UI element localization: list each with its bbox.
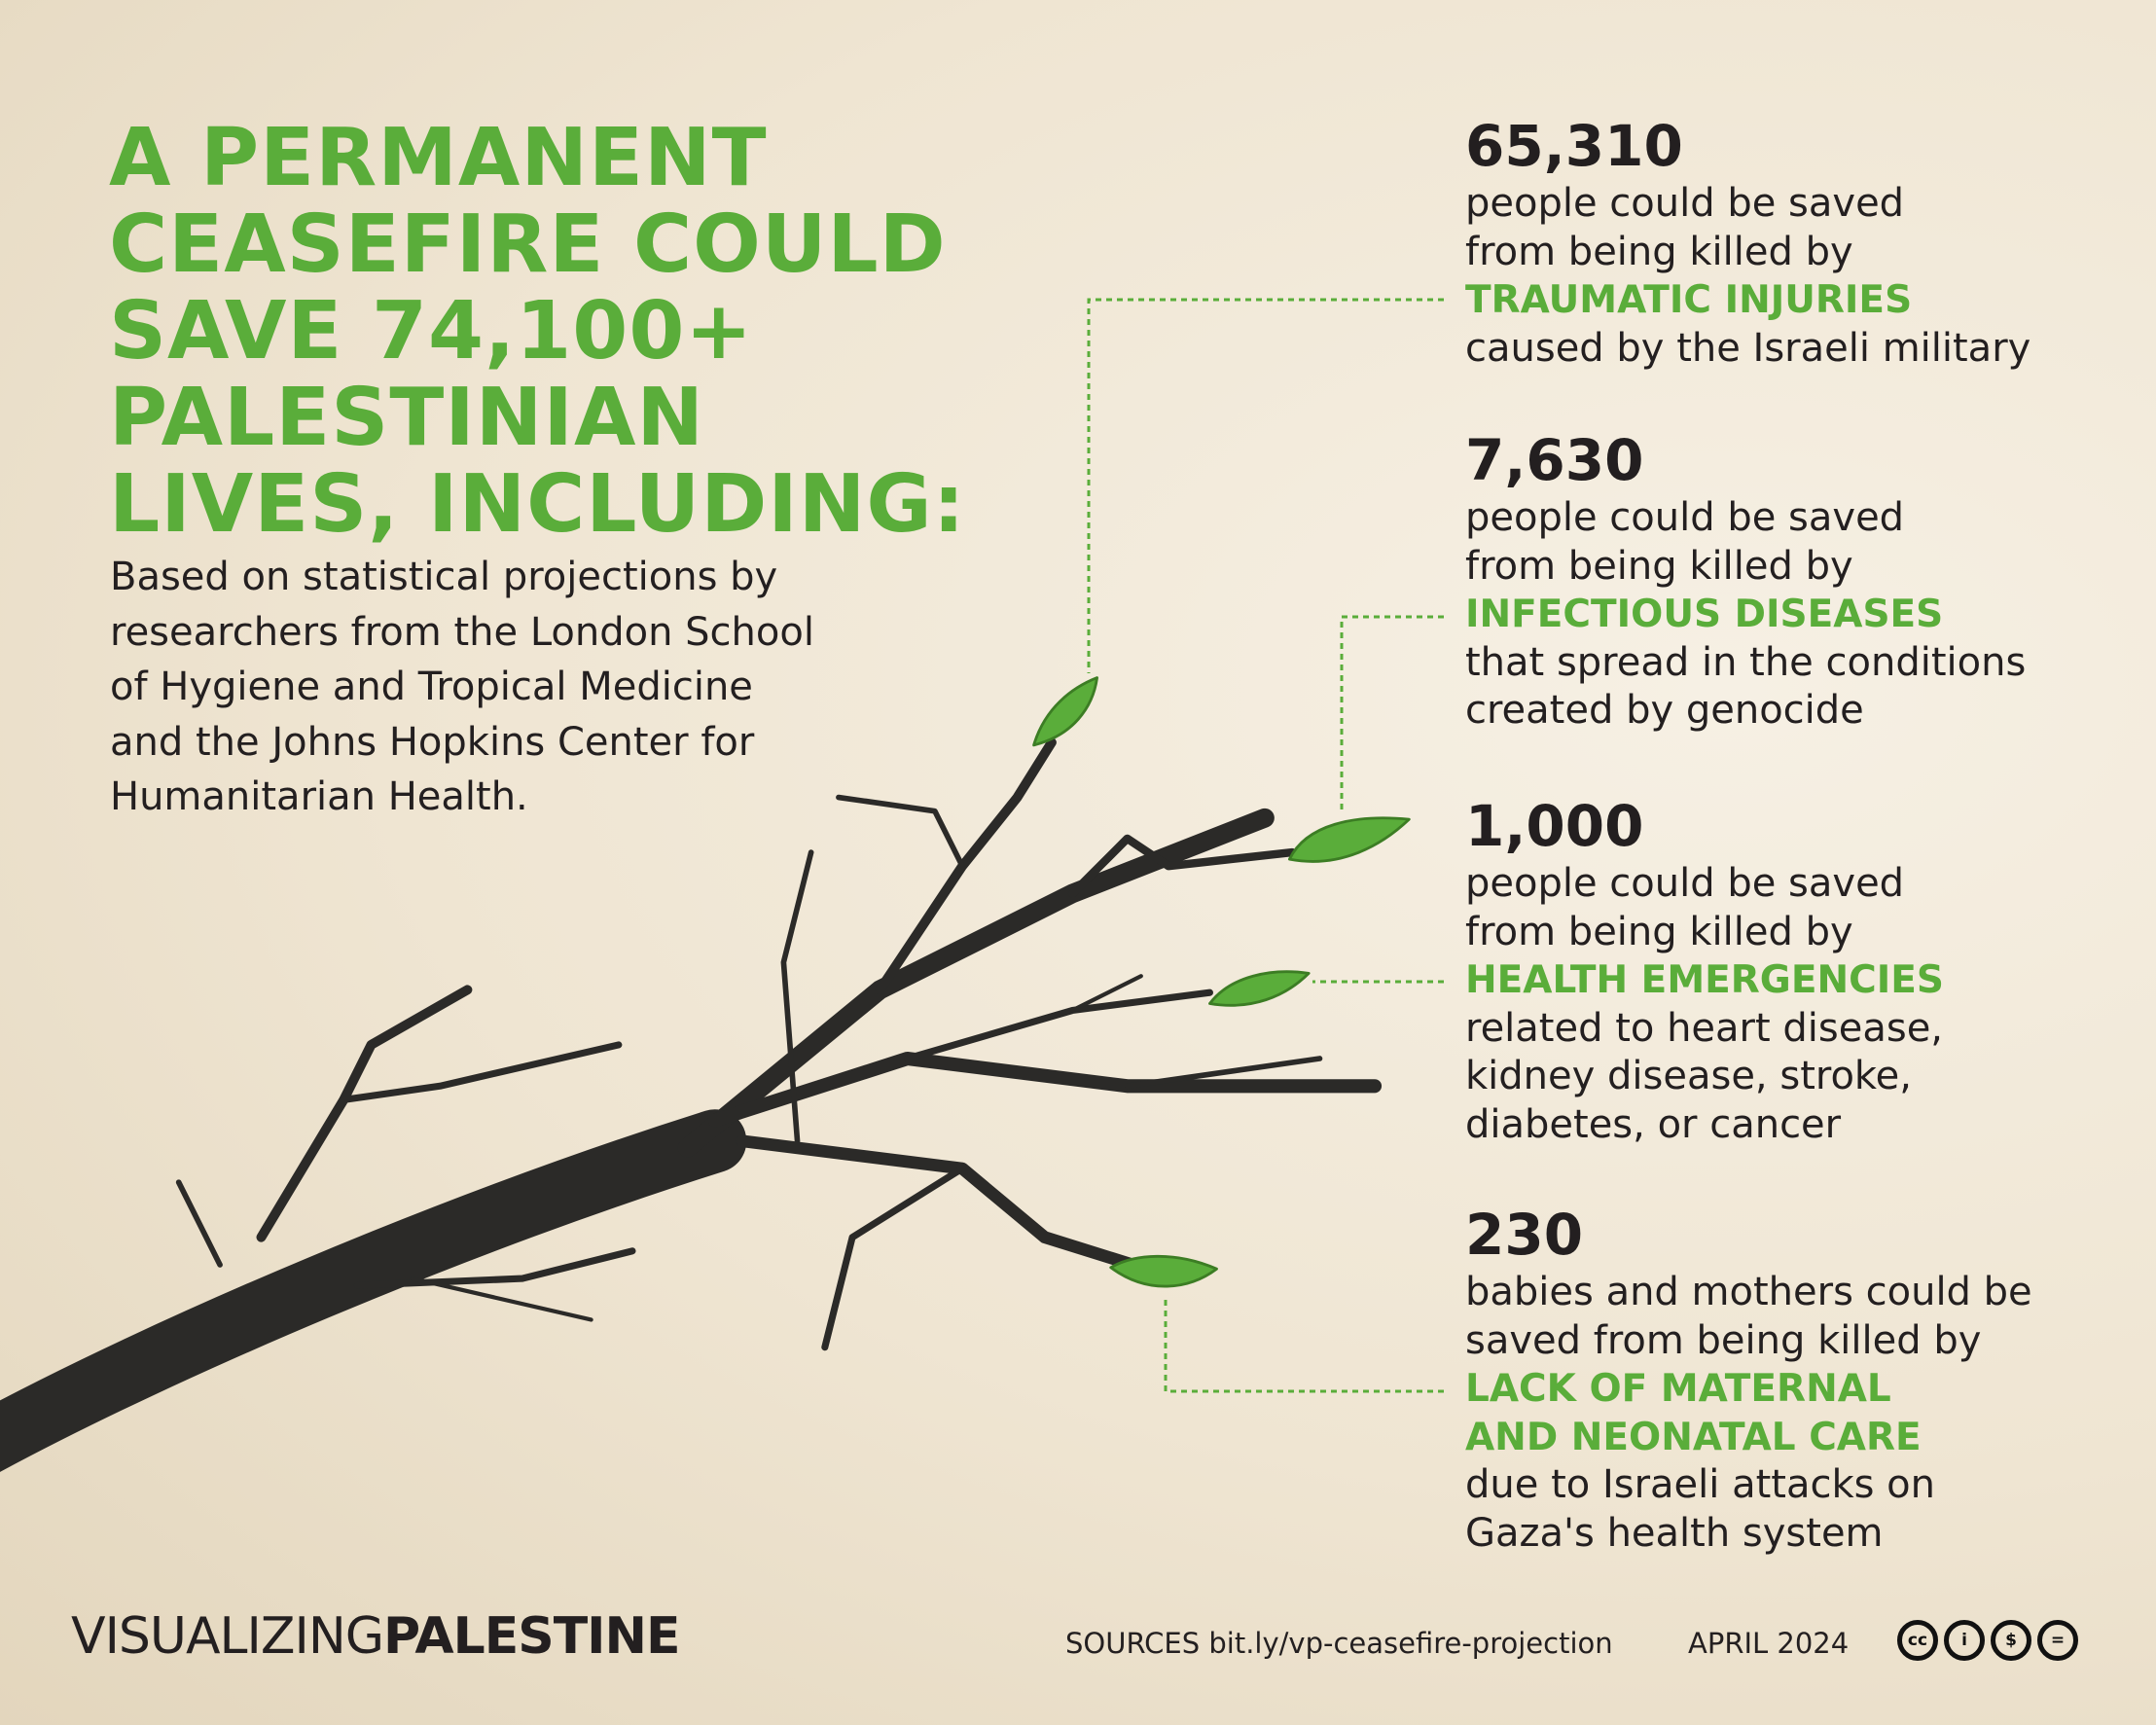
stat-text: from being killed by bbox=[1465, 543, 1853, 589]
stat-text: diabetes, or cancer bbox=[1465, 1101, 1842, 1147]
stat-text: created by genocide bbox=[1465, 688, 1864, 733]
connector-traumatic bbox=[1087, 298, 1444, 673]
headline: A PERMANENT CEASEFIRE COULD SAVE 74,100+… bbox=[109, 115, 966, 548]
leaf bbox=[1287, 816, 1411, 863]
branch bbox=[875, 737, 1057, 995]
logo-light: VISUALIZING bbox=[71, 1607, 384, 1666]
sources-link[interactable]: SOURCES bit.ly/vp-ceasefire-projection bbox=[1065, 1627, 1613, 1660]
leaf bbox=[1109, 1254, 1218, 1288]
intro-line: of Hygiene and Tropical Medicine bbox=[110, 665, 753, 709]
stat-number: 65,310 bbox=[1465, 113, 1683, 179]
stat-number: 7,630 bbox=[1465, 427, 1644, 493]
intro-line: Humanitarian Health. bbox=[110, 774, 528, 819]
publication-date: APRIL 2024 bbox=[1688, 1627, 1850, 1660]
stat-text: from being killed by bbox=[1465, 909, 1853, 954]
stat-text: Gaza's health system bbox=[1465, 1510, 1884, 1556]
stat-text: people could be saved bbox=[1465, 495, 1905, 540]
stat-text: caused by the Israeli military bbox=[1465, 325, 2031, 371]
intro-line: researchers from the London School bbox=[110, 609, 814, 655]
connector-maternal bbox=[1164, 1299, 1444, 1393]
branch bbox=[340, 1041, 623, 1103]
stat-traumatic-injuries: 65,310 people could be saved from being … bbox=[1465, 112, 2030, 373]
headline-line: CEASEFIRE COULD bbox=[109, 198, 947, 291]
branch bbox=[677, 808, 1275, 1158]
stat-maternal-care: 230 babies and mothers could be saved fr… bbox=[1465, 1201, 2032, 1558]
branch bbox=[1067, 834, 1297, 898]
by-icon: i bbox=[1944, 1620, 1985, 1661]
headline-line: SAVE 74,100+ bbox=[109, 285, 754, 377]
stat-text: due to Israeli attacks on bbox=[1465, 1462, 1936, 1507]
nd-icon: = bbox=[2037, 1620, 2078, 1661]
headline-line: PALESTINIAN bbox=[109, 372, 705, 464]
stat-cause: LACK OF MATERNAL bbox=[1465, 1367, 1891, 1411]
creative-commons-license[interactable]: cc i $ = bbox=[1897, 1620, 2078, 1661]
stat-text: from being killed by bbox=[1465, 229, 1853, 274]
branch bbox=[736, 1134, 1162, 1278]
stat-text: kidney disease, stroke, bbox=[1465, 1054, 1912, 1098]
headline-line: A PERMANENT bbox=[109, 112, 768, 204]
headline-line: LIVES, INCLUDING: bbox=[109, 458, 966, 551]
branch bbox=[410, 1276, 593, 1322]
visualizing-palestine-logo: VISUALIZINGPALESTINE bbox=[71, 1607, 681, 1666]
intro-line: Based on statistical projections by bbox=[110, 555, 778, 599]
branch bbox=[821, 1165, 966, 1351]
connector-infectious bbox=[1340, 615, 1444, 811]
stat-number: 230 bbox=[1465, 1202, 1584, 1268]
branch bbox=[175, 1179, 223, 1268]
branch bbox=[780, 849, 814, 1144]
stat-health-emergencies: 1,000 people could be saved from being k… bbox=[1465, 792, 1944, 1149]
stat-text: babies and mothers could be bbox=[1465, 1270, 2032, 1314]
leaf bbox=[1032, 676, 1098, 747]
stat-cause: INFECTIOUS DISEASES bbox=[1465, 593, 1944, 636]
leaf bbox=[1208, 970, 1311, 1007]
cc-icon: cc bbox=[1897, 1620, 1938, 1661]
nc-icon: $ bbox=[1991, 1620, 2031, 1661]
branch bbox=[1070, 974, 1143, 1013]
intro-line: and the Johns Hopkins Center for bbox=[110, 719, 755, 765]
stat-text: that spread in the conditions bbox=[1465, 639, 2027, 685]
stat-cause: TRAUMATIC INJURIES bbox=[1465, 278, 1913, 322]
stat-cause: HEALTH EMERGENCIES bbox=[1465, 958, 1944, 1002]
stat-number: 1,000 bbox=[1465, 793, 1644, 859]
branch bbox=[904, 988, 1213, 1062]
stat-text: saved from being killed by bbox=[1465, 1317, 1982, 1363]
branch bbox=[836, 794, 965, 870]
logo-bold: PALESTINE bbox=[383, 1607, 681, 1666]
stat-text: people could be saved bbox=[1465, 181, 1905, 226]
branch bbox=[256, 985, 473, 1242]
branch bbox=[353, 1247, 636, 1289]
stat-cause: AND NEONATAL CARE bbox=[1465, 1415, 1922, 1459]
trunk bbox=[0, 1109, 747, 1472]
stat-infectious-diseases: 7,630 people could be saved from being k… bbox=[1465, 426, 2026, 736]
branch bbox=[707, 1051, 1383, 1128]
intro-text: Based on statistical projections by rese… bbox=[110, 550, 814, 825]
stat-text: people could be saved bbox=[1465, 861, 1905, 906]
stat-text: related to heart disease, bbox=[1465, 1005, 1944, 1051]
branch bbox=[1124, 1056, 1323, 1090]
